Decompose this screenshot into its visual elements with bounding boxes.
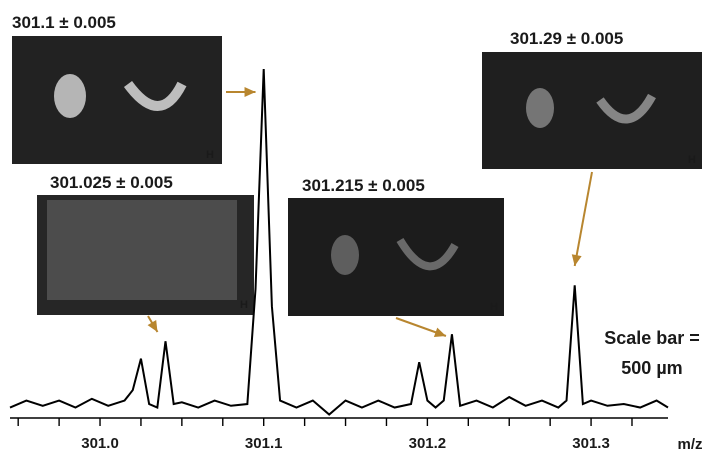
x-tick-label: 301.3 bbox=[572, 435, 610, 452]
annotation-label-301-025: 301.025 ± 0.005 bbox=[50, 173, 173, 192]
annotation-arrow-line bbox=[573, 171, 593, 267]
annotation-arrowhead bbox=[433, 327, 446, 337]
ion-image-301-1: H bbox=[12, 36, 222, 164]
x-tick-label: 301.2 bbox=[409, 435, 447, 452]
spectrum-line bbox=[9, 68, 669, 416]
annotation-label-301-29: 301.29 ± 0.005 bbox=[510, 29, 623, 48]
annotation-arrowhead bbox=[244, 87, 256, 97]
annotation-arrowhead bbox=[147, 319, 158, 332]
annotation-arrows bbox=[147, 87, 593, 337]
ion-image-301-29: H bbox=[482, 52, 702, 169]
spectrum-trace bbox=[9, 68, 669, 416]
x-tick-label: 301.1 bbox=[245, 435, 283, 452]
annotation-arrowhead bbox=[571, 254, 582, 266]
annotation-label-301-215: 301.215 ± 0.005 bbox=[302, 176, 425, 195]
ion-image-301-025: H bbox=[37, 195, 254, 315]
ion-image-301-215: H bbox=[288, 198, 504, 316]
x-axis: 301.0 301.1 301.2 301.3 bbox=[10, 417, 668, 452]
annotation-label-301-1: 301.1 ± 0.005 bbox=[12, 13, 116, 32]
scale-bar-text-line1: Scale bar = bbox=[604, 328, 700, 348]
image-marker: H bbox=[240, 299, 248, 311]
image-marker: H bbox=[688, 154, 696, 166]
image-marker: H bbox=[206, 149, 214, 161]
image-marker: H bbox=[490, 301, 498, 313]
x-tick-label: 301.0 bbox=[81, 435, 119, 452]
scale-bar-text-line2: 500 µm bbox=[621, 358, 682, 378]
x-axis-label: m/z bbox=[677, 436, 702, 453]
